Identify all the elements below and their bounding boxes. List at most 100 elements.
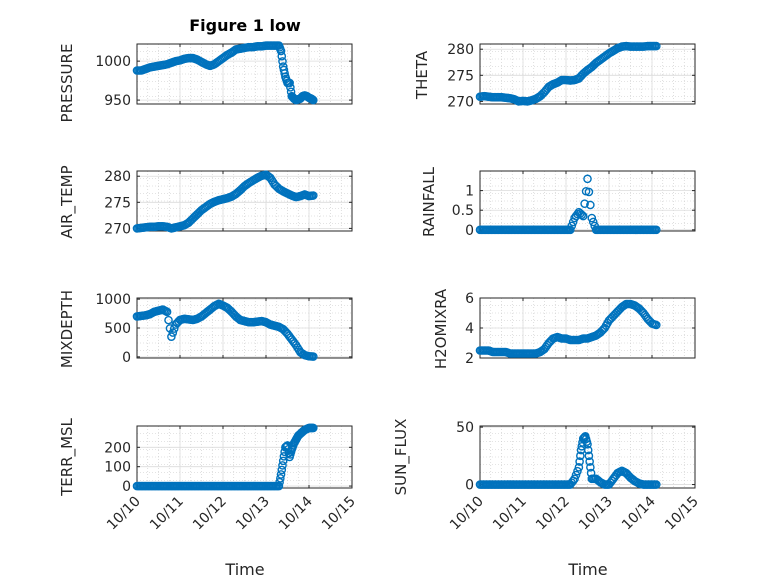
xtick-label: 10/14 — [276, 493, 316, 533]
data-point — [278, 456, 288, 466]
data-point — [587, 213, 597, 223]
xtick-label: 10/15 — [662, 494, 702, 534]
xlabel-right: Time — [567, 560, 607, 579]
ylabel-air-temp: AIR_TEMP — [58, 165, 77, 238]
data-point — [586, 463, 595, 472]
ytick-label: 100 — [104, 460, 131, 476]
xtick-label: 10/10 — [447, 494, 487, 534]
data-point — [278, 461, 287, 470]
data-point — [278, 57, 287, 66]
panel-theta: 270 275 280 — [447, 41, 696, 110]
data-point — [277, 51, 287, 61]
ytick-label: 200 — [104, 440, 131, 456]
xtick-label: 10/14 — [619, 493, 659, 533]
data-point — [308, 191, 318, 200]
ylabel-terr-msl: TERR_MSL — [58, 417, 77, 496]
axes-box-air-temp — [136, 170, 353, 232]
data-point — [167, 332, 176, 341]
data-point — [277, 465, 287, 475]
grid-terr-msl — [136, 426, 353, 488]
data-point — [566, 225, 575, 235]
panel-terr-msl: 0 100 200 10/10 10/11 10/12 10/13 10/14 10/15 — [104, 423, 359, 534]
ytick-label: 0 — [122, 350, 131, 366]
ytick-label: 500 — [104, 321, 131, 337]
ytick-label: 280 — [104, 169, 131, 185]
data-point — [308, 95, 318, 105]
ylabel-theta: THETA — [413, 50, 431, 100]
panel-h2omixra: 2 4 6 — [465, 291, 696, 367]
ytick-label: 2 — [465, 351, 474, 367]
ytick-label: 1000 — [95, 292, 131, 308]
data-point — [577, 441, 587, 451]
data-point — [571, 470, 581, 480]
data-point — [308, 352, 318, 361]
xtick-label: 10/11 — [490, 494, 530, 534]
data-point — [274, 481, 284, 491]
data-point — [652, 225, 661, 235]
data-point — [583, 440, 592, 449]
ytick-label: 0 — [122, 479, 131, 495]
ylabel-h2omixra: H2OMIXRA — [432, 288, 450, 369]
grid-mixdepth — [136, 298, 353, 358]
data-point — [584, 451, 594, 461]
ytick-label: 280 — [447, 42, 474, 58]
data-point — [308, 423, 318, 433]
xtick-label: 10/12 — [190, 494, 230, 534]
ylabel-rainfall: RAINFALL — [420, 166, 438, 237]
data-point — [276, 46, 286, 56]
xtick-label: 10/10 — [104, 494, 144, 534]
data-point — [580, 199, 589, 208]
data-point — [570, 474, 579, 484]
data-point — [276, 474, 285, 483]
panel-air-temp: 270 275 280 — [104, 169, 353, 237]
xtick-label: 10/15 — [319, 494, 359, 534]
xlabel-left: Time — [224, 560, 264, 579]
xtick-label: 10/13 — [576, 494, 616, 534]
ytick-label: 1 — [465, 184, 474, 200]
ylabel-mixdepth: MIXDEPTH — [58, 290, 76, 368]
data-point — [583, 445, 593, 455]
data-point — [583, 174, 592, 184]
data-point — [652, 41, 661, 51]
data-point — [578, 211, 588, 221]
axes-box-sun-flux — [479, 425, 696, 489]
data-point — [585, 457, 594, 466]
data-point — [588, 217, 598, 227]
data-point — [280, 69, 289, 78]
ylabel-pressure: PRESSURE — [58, 44, 76, 123]
ytick-label: 275 — [447, 68, 474, 84]
figure-title: Figure 1 low — [189, 16, 301, 35]
data-point — [586, 200, 595, 210]
ytick-label: 0 — [465, 223, 474, 239]
ytick-label: 0 — [465, 478, 474, 494]
data-point — [285, 78, 294, 88]
data-point — [652, 320, 661, 330]
grid-air-temp — [136, 171, 353, 231]
axes-box-rainfall — [479, 170, 696, 232]
data-point — [576, 451, 585, 461]
data-point — [275, 477, 284, 487]
panel-sun-flux: 0 50 10/10 10/11 10/12 10/13 10/14 10/15 — [447, 420, 702, 533]
ytick-label: 6 — [465, 291, 474, 307]
xtick-label: 10/11 — [147, 494, 187, 534]
axes-box-theta — [479, 43, 696, 105]
data-point — [652, 480, 661, 489]
ytick-label: 270 — [104, 221, 131, 237]
data-point — [567, 221, 577, 231]
panel-mixdepth: 0 500 1000 — [95, 292, 353, 366]
data-point — [162, 307, 172, 317]
grid-h2omixra — [479, 297, 696, 359]
ylabel-sun-flux: SUN_FLUX — [392, 419, 411, 496]
data-point — [575, 457, 584, 466]
data-point — [573, 466, 582, 476]
ytick-label: 275 — [104, 195, 131, 211]
data-point — [574, 463, 584, 472]
panel-pressure: 950 1000 — [95, 41, 353, 109]
ytick-label: 950 — [104, 93, 131, 109]
xtick-label: 10/13 — [233, 494, 273, 534]
grid-pressure — [136, 44, 353, 104]
data-point — [286, 83, 295, 92]
data-point — [577, 210, 587, 220]
ytick-label: 50 — [456, 420, 474, 436]
